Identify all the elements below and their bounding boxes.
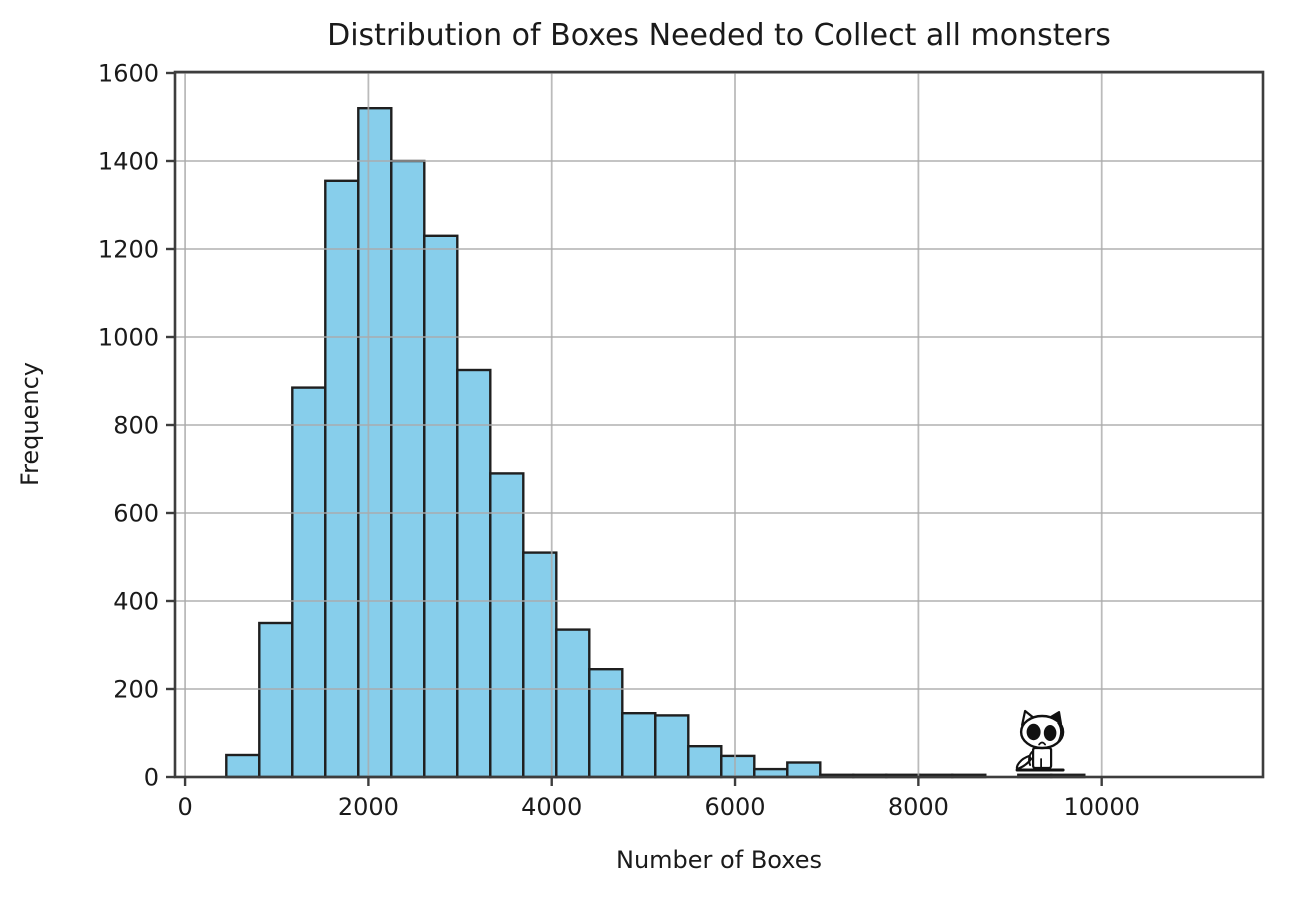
- histogram-bar: [588, 668, 624, 779]
- y-axis-label: Frequency: [16, 362, 44, 486]
- histogram-bar: [324, 179, 360, 779]
- y-tick-labels: 0 200 400 600 800 1000 1200 1400 1600: [98, 60, 159, 792]
- cat-arm: [1028, 750, 1035, 766]
- histogram-bar: [357, 106, 393, 779]
- histogram-bar: [390, 159, 426, 779]
- cat-doodle-icon: [1015, 709, 1065, 772]
- x-tick-label: 4000: [521, 793, 582, 821]
- histogram-bar: [423, 234, 459, 779]
- histogram-bars: [225, 106, 1086, 779]
- histogram-bar: [489, 472, 525, 779]
- y-tick-label: 1000: [98, 324, 159, 352]
- y-tick-label: 200: [113, 676, 159, 704]
- y-tick-label: 0: [144, 764, 159, 792]
- cat-body: [1031, 746, 1053, 770]
- y-tick-label: 1400: [98, 148, 159, 176]
- y-tick-label: 400: [113, 588, 159, 616]
- histogram-bar: [687, 745, 723, 779]
- y-tick-label: 1600: [98, 60, 159, 88]
- histogram-bar: [555, 628, 591, 779]
- histogram-bar: [225, 753, 261, 779]
- cat-mouth: [1038, 741, 1046, 746]
- axis-ticks: [166, 71, 1103, 786]
- histogram-bar: [456, 368, 492, 779]
- histogram-bar: [786, 761, 822, 779]
- histogram-bar: [291, 386, 327, 779]
- x-tick-label: 6000: [704, 793, 765, 821]
- histogram-bar: [720, 754, 756, 779]
- cat-left-eye: [1026, 723, 1041, 741]
- x-axis-label: Number of Boxes: [616, 846, 822, 874]
- x-tick-label: 2000: [338, 793, 399, 821]
- chart-title: Distribution of Boxes Needed to Collect …: [327, 18, 1111, 53]
- histogram-bar: [654, 714, 690, 779]
- x-tick-label: 10000: [1064, 793, 1140, 821]
- x-tick-label: 0: [177, 793, 192, 821]
- cat-cheek-shade: [1057, 723, 1063, 742]
- x-tick-labels: 0 2000 4000 6000 8000 10000: [177, 793, 1139, 821]
- histogram-bar: [258, 621, 294, 779]
- y-tick-label: 800: [113, 412, 159, 440]
- x-tick-label: 8000: [888, 793, 949, 821]
- histogram-bar: [621, 712, 657, 779]
- y-tick-label: 1200: [98, 236, 159, 264]
- y-tick-label: 600: [113, 500, 159, 528]
- cat-right-eye: [1043, 725, 1057, 741]
